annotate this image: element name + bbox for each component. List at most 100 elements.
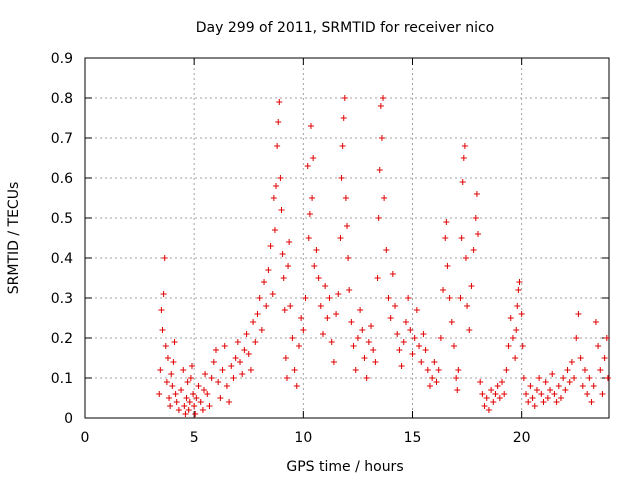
- data-point: [461, 143, 468, 149]
- data-point: [200, 387, 207, 393]
- data-point: [230, 375, 237, 381]
- data-point: [424, 367, 431, 373]
- data-point: [473, 191, 480, 197]
- data-point: [512, 355, 519, 361]
- data-point: [555, 383, 562, 389]
- data-point: [159, 327, 166, 333]
- data-point: [549, 371, 556, 377]
- data-point: [468, 283, 475, 289]
- data-point: [162, 343, 169, 349]
- data-point: [160, 291, 167, 297]
- data-point: [363, 375, 370, 381]
- data-point: [453, 375, 460, 381]
- data-point: [525, 399, 532, 405]
- data-point: [515, 287, 522, 293]
- y-tick-label: 0: [64, 411, 73, 427]
- data-point: [527, 383, 534, 389]
- data-point: [383, 247, 390, 253]
- data-point: [339, 143, 346, 149]
- data-point: [340, 115, 347, 121]
- data-point: [533, 387, 540, 393]
- data-point: [464, 303, 471, 309]
- data-point: [223, 383, 230, 389]
- data-point: [603, 335, 610, 341]
- data-point: [305, 235, 312, 241]
- data-point: [529, 395, 536, 401]
- data-point: [190, 391, 197, 397]
- data-point: [275, 119, 282, 125]
- data-point: [472, 215, 479, 221]
- data-point: [186, 399, 193, 405]
- data-point: [317, 303, 324, 309]
- data-point: [496, 395, 503, 401]
- data-point: [195, 383, 202, 389]
- data-point: [488, 387, 495, 393]
- data-point: [221, 343, 228, 349]
- data-point: [273, 183, 280, 189]
- data-point: [167, 403, 174, 409]
- data-point: [437, 335, 444, 341]
- data-point: [492, 391, 499, 397]
- data-point: [454, 387, 461, 393]
- data-point: [344, 223, 350, 229]
- data-point: [595, 343, 602, 349]
- data-point: [166, 395, 173, 401]
- data-point: [330, 359, 337, 365]
- data-point: [281, 307, 288, 313]
- data-point: [188, 363, 195, 369]
- grid-lines: [85, 58, 609, 418]
- data-point: [287, 303, 294, 309]
- data-point: [400, 339, 407, 345]
- data-point: [520, 375, 527, 381]
- data-point: [183, 395, 190, 401]
- data-point: [175, 407, 182, 413]
- data-point: [374, 275, 381, 281]
- x-tick-label: 5: [190, 430, 199, 446]
- data-point: [164, 355, 171, 361]
- data-point: [479, 391, 486, 397]
- data-point: [577, 355, 584, 361]
- data-point: [337, 235, 344, 241]
- data-point: [168, 371, 175, 377]
- y-tick-labels: 0 0.1 0.2 0.3 0.4 0.5 0.6 0.7 0.8 0.9: [51, 51, 73, 427]
- data-point: [588, 399, 595, 405]
- data-point: [553, 399, 560, 405]
- data-point: [261, 279, 268, 285]
- data-point: [481, 403, 488, 409]
- plot-frame: [84, 57, 610, 419]
- data-point: [435, 367, 442, 373]
- data-point: [247, 367, 254, 373]
- y-tick-label: 0.4: [51, 251, 73, 267]
- data-point: [313, 247, 320, 253]
- y-axis-label: SRMTID / TECUs: [6, 182, 22, 295]
- y-tick-label: 0.1: [51, 371, 73, 387]
- data-point: [566, 379, 573, 385]
- data-point: [381, 195, 388, 201]
- data-point: [338, 175, 345, 181]
- data-point: [599, 391, 606, 397]
- data-point: [446, 295, 453, 301]
- y-tick-label: 0.8: [51, 91, 73, 107]
- chart-title: Day 299 of 2011, SRMTID for receiver nic…: [196, 20, 494, 36]
- data-point: [455, 367, 462, 373]
- data-point: [169, 383, 176, 389]
- data-point: [307, 123, 314, 129]
- data-point: [501, 391, 508, 397]
- data-point: [604, 375, 611, 381]
- data-point: [490, 399, 497, 405]
- data-point: [531, 403, 538, 409]
- data-point: [302, 295, 309, 301]
- data-point: [375, 215, 382, 221]
- data-point: [350, 343, 357, 349]
- data-point: [394, 331, 401, 337]
- data-point: [429, 375, 436, 381]
- data-point: [376, 167, 383, 173]
- data-point: [544, 395, 551, 401]
- data-point: [342, 195, 349, 201]
- data-point: [267, 243, 274, 249]
- data-point: [405, 295, 412, 301]
- y-tick-label: 0.6: [51, 171, 73, 187]
- data-point: [584, 391, 591, 397]
- data-point: [420, 331, 427, 337]
- data-point: [191, 403, 198, 409]
